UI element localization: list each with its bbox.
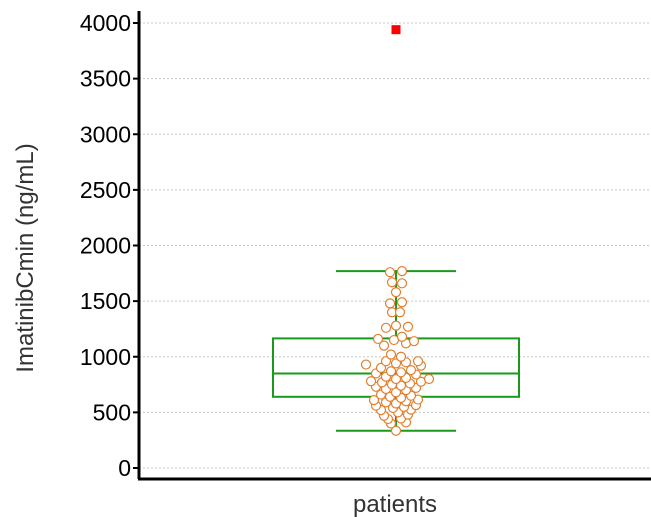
outlier-points — [391, 25, 401, 35]
data-point — [372, 333, 384, 345]
y-tick-label: 1000 — [80, 344, 131, 370]
y-tick-label: 2000 — [80, 233, 131, 259]
data-point — [396, 297, 408, 308]
data-point — [412, 356, 424, 367]
y-tick-label: 3000 — [80, 121, 131, 147]
data-point — [390, 387, 402, 398]
y-tick-label: 0 — [118, 455, 131, 481]
data-point — [375, 362, 387, 373]
data-point — [395, 351, 407, 362]
y-tick-label: 1500 — [80, 288, 131, 314]
data-point — [408, 336, 420, 347]
y-axis-title: ImatinibCmin (ng/mL) — [12, 143, 39, 372]
data-point — [395, 367, 407, 378]
data-point — [390, 287, 402, 298]
y-axis-ticks: 0 500 1000 1500 2000 2500 3000 3500 4000 — [80, 10, 139, 481]
data-point — [390, 373, 402, 385]
data-point — [390, 425, 402, 436]
data-point — [396, 331, 408, 342]
data-points — [360, 265, 435, 436]
data-point — [394, 307, 406, 318]
y-tick-label: 4000 — [80, 10, 131, 36]
data-point — [390, 320, 402, 331]
data-point — [385, 349, 397, 360]
data-point — [402, 321, 414, 332]
data-point — [368, 395, 380, 406]
y-tick-label: 2500 — [80, 177, 131, 203]
data-point — [360, 359, 372, 370]
data-point — [378, 340, 390, 351]
data-point — [380, 322, 392, 333]
data-point — [365, 376, 377, 387]
data-point — [405, 365, 417, 376]
data-point — [396, 278, 408, 289]
data-point — [384, 267, 396, 278]
data-point — [396, 265, 408, 277]
data-point — [390, 358, 402, 369]
data-point — [385, 366, 397, 377]
x-category-label: patients — [353, 491, 437, 517]
data-point — [423, 373, 435, 385]
data-point — [384, 298, 396, 309]
outlier-marker — [391, 25, 401, 35]
y-tick-label: 3500 — [80, 66, 131, 92]
data-point — [386, 277, 398, 288]
y-tick-label: 500 — [93, 399, 131, 425]
data-point — [380, 356, 392, 367]
